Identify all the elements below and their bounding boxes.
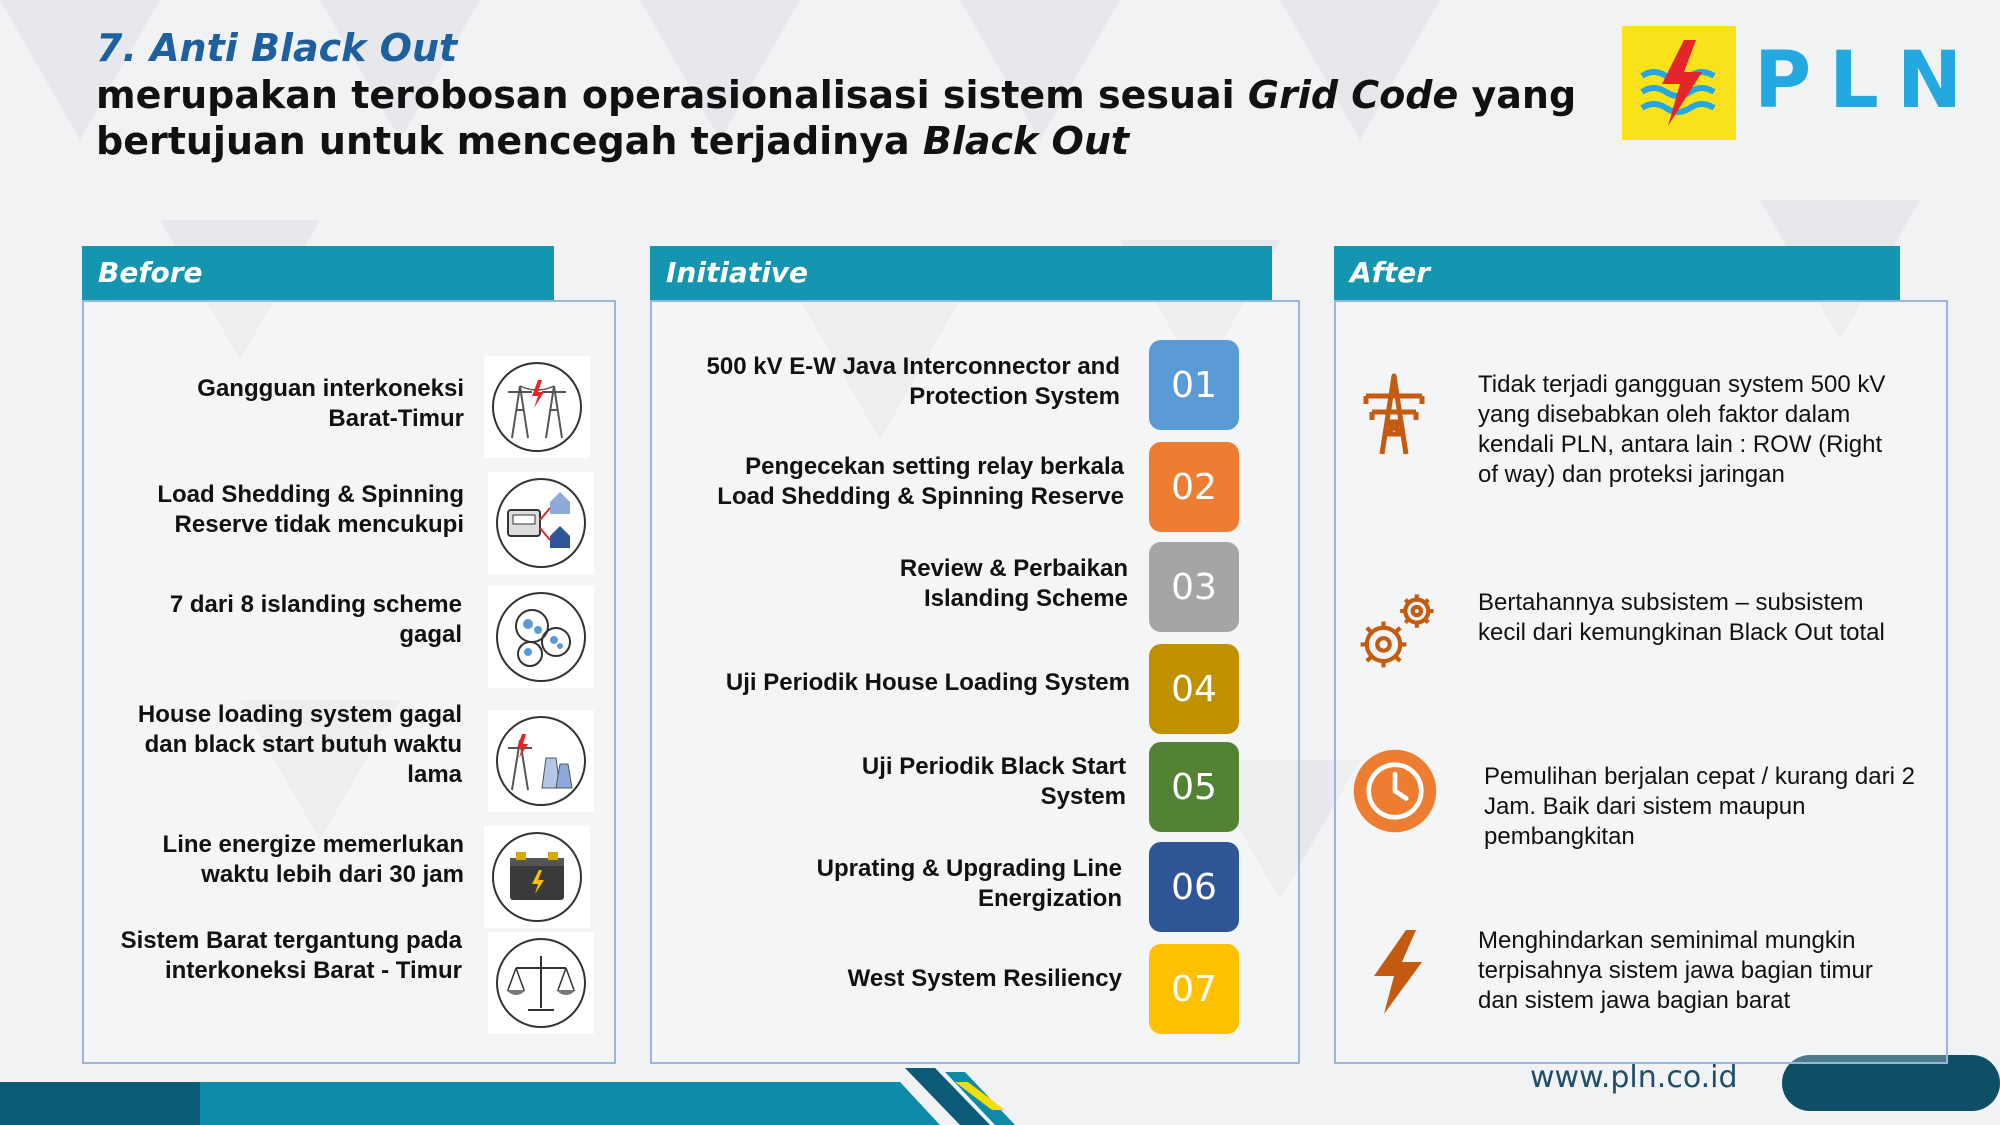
initiative-item-text: Pengecekan setting relay berkala Load She… xyxy=(717,453,1124,510)
transmission-tower-icon xyxy=(508,380,566,439)
before-item-text: Gangguan interkoneksi Barat-Timur xyxy=(197,375,464,432)
initiative-item-text: 500 kV E-W Java Interconnector and Protec… xyxy=(706,353,1120,410)
after-item-text: Tidak terjadi gangguan system 500 kV yang… xyxy=(1478,371,1886,488)
lightning-waves-icon xyxy=(1640,40,1716,126)
initiative-number-badge: 04 xyxy=(1149,644,1239,734)
initiative-number-badge: 06 xyxy=(1149,842,1239,932)
initiative-item-text: Review & Perbaikan Islanding Scheme xyxy=(899,555,1128,612)
before-item-icon-box xyxy=(484,356,590,458)
before-item-icon-box xyxy=(488,586,594,688)
initiative-item-text: West System Resiliency xyxy=(847,965,1122,992)
after-item-text: Bertahannya subsistem – subsistem kecil d… xyxy=(1478,589,1885,646)
initiative-number-badge: 01 xyxy=(1149,340,1239,430)
after-heading: After xyxy=(1334,246,1900,300)
after-item-text: Menghindarkan seminimal mungkin terpisahn… xyxy=(1478,927,1873,1014)
footer-website-link[interactable]: www.pln.co.id xyxy=(1530,1060,1738,1095)
before-item-text: Line energize memerlukan waktu lebih dari… xyxy=(162,831,464,888)
before-item-icon-box xyxy=(488,710,594,812)
initiative-item-text: Uprating & Upgrading Line Energization xyxy=(816,855,1122,912)
power-meter-houses-icon xyxy=(507,492,570,548)
clock-icon xyxy=(1353,749,1437,833)
before-heading: Before xyxy=(82,246,554,300)
before-item-icon-box xyxy=(488,472,594,574)
initiative-item-text: Uji Periodik Black Start System xyxy=(861,753,1126,810)
before-item-icon-box xyxy=(484,826,590,928)
balance-scale-icon xyxy=(506,956,576,1011)
initiative-heading: Initiative xyxy=(650,246,1272,300)
before-item-icon-box xyxy=(488,932,594,1034)
pln-logo-mark xyxy=(1622,26,1736,140)
pln-logo-text: PLN xyxy=(1754,36,1981,126)
initiative-number-badge: 02 xyxy=(1149,442,1239,532)
islands-icon xyxy=(515,609,571,667)
before-item-text: 7 dari 8 islanding scheme gagal xyxy=(169,591,462,648)
page-subtitle: merupakan terobosan operasionalisasi sis… xyxy=(96,73,1577,163)
gears-icon xyxy=(1360,594,1434,668)
before-item-text: Sistem Barat tergantung pada interkoneksi… xyxy=(120,927,462,984)
tower-icon xyxy=(1363,373,1425,455)
initiative-number-badge: 07 xyxy=(1149,944,1239,1034)
lightning-icon xyxy=(1374,930,1422,1014)
before-item-text: House loading system gagal dan black star… xyxy=(137,701,462,788)
initiative-number-badge: 05 xyxy=(1149,742,1239,832)
page-title: 7. Anti Black Out xyxy=(96,26,458,70)
footer-pill xyxy=(1782,1055,2000,1111)
initiative-item-text: Uji Periodik House Loading System xyxy=(725,669,1130,696)
initiative-number-badge: 03 xyxy=(1149,542,1239,632)
after-panel xyxy=(1334,300,1948,1064)
battery-icon xyxy=(510,852,564,900)
power-plant-icon xyxy=(508,734,573,791)
after-item-text: Pemulihan berjalan cepat / kurang dari 2… xyxy=(1484,763,1915,850)
before-item-text: Load Shedding & Spinning Reserve tidak me… xyxy=(157,481,464,538)
footer-bar xyxy=(0,1082,940,1125)
